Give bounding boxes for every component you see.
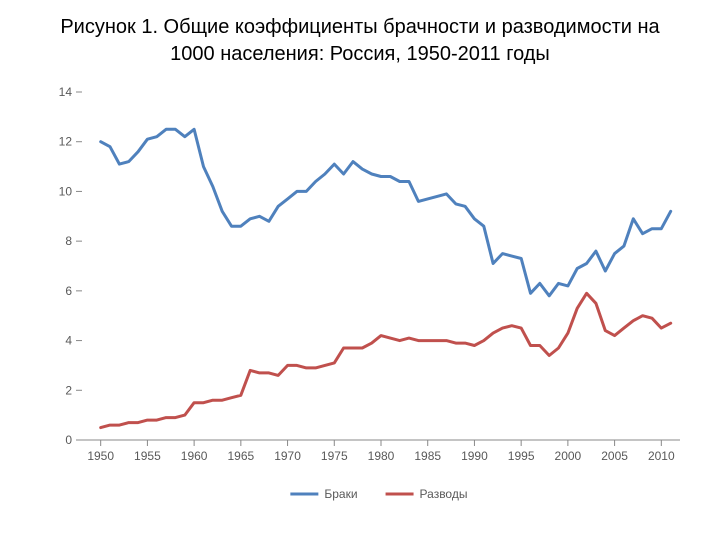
title-line-2: 1000 населения: Россия, 1950-2011 годы [170, 43, 550, 65]
y-tick-label: 0 [65, 433, 72, 447]
x-tick-label: 1985 [414, 449, 441, 463]
legend-label-Разводы: Разводы [420, 487, 468, 501]
x-tick-label: 1990 [461, 449, 488, 463]
y-tick-label: 2 [65, 383, 72, 397]
x-tick-label: 1995 [508, 449, 535, 463]
y-tick-label: 14 [59, 85, 73, 99]
y-tick-label: 6 [65, 284, 72, 298]
y-tick-label: 8 [65, 234, 72, 248]
line-chart: 0 2 4 6 8 10 12 14 1950 1955 1960 1965 1970 1975 1980 1… [20, 72, 700, 512]
x-tick-label: 1965 [227, 449, 254, 463]
x-tick-label: 2005 [601, 449, 628, 463]
x-tick-label: 1975 [321, 449, 348, 463]
x-tick-label: 1955 [134, 449, 161, 463]
x-tick-label: 2010 [648, 449, 675, 463]
x-tick-label: 1980 [368, 449, 395, 463]
y-tick-label: 10 [59, 184, 73, 198]
x-tick-label: 1960 [181, 449, 208, 463]
x-tick-label: 1970 [274, 449, 301, 463]
y-tick-label: 4 [65, 334, 72, 348]
chart-container: 0 2 4 6 8 10 12 14 1950 1955 1960 1965 1970 1975 1980 1… [20, 72, 700, 512]
chart-title: Рисунок 1. Общие коэффициенты брачности … [40, 14, 680, 68]
x-tick-label: 2000 [555, 449, 582, 463]
x-tick-label: 1950 [87, 449, 114, 463]
legend-label-Браки: Браки [324, 487, 357, 501]
title-line-1: Рисунок 1. Общие коэффициенты брачности … [60, 16, 659, 38]
y-tick-label: 12 [59, 135, 73, 149]
